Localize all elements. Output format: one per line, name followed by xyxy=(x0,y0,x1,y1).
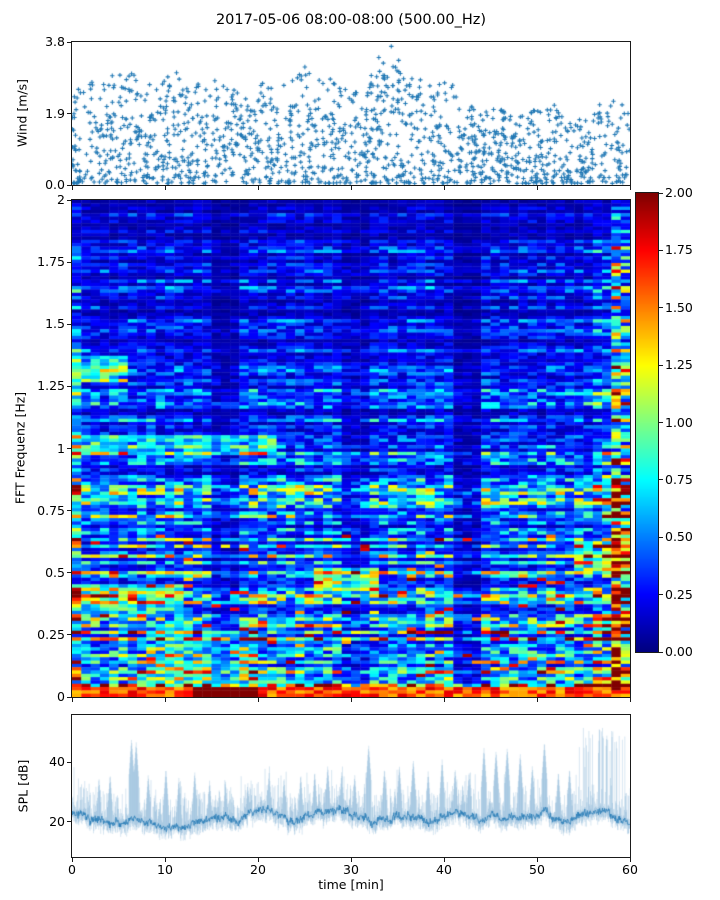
spl-line-canvas xyxy=(72,715,630,857)
wind-y-axis-label: Wind [m/s] xyxy=(14,78,30,148)
spl-xtick xyxy=(257,858,259,862)
colorbar-tick-mark xyxy=(659,536,663,538)
wind-ytick-mark xyxy=(67,184,71,186)
colorbar-tick-mark xyxy=(659,192,663,194)
colorbar-tick-label: 2.00 xyxy=(665,184,693,200)
spec-ytick-label: 2 xyxy=(57,191,65,207)
wind-xtick xyxy=(257,186,259,190)
spl-xtick xyxy=(443,858,445,862)
spec-xtick xyxy=(164,698,166,702)
spec-ytick-label: 1 xyxy=(57,440,65,456)
spec-ytick-mark xyxy=(67,323,71,325)
spl-xtick xyxy=(629,858,631,862)
colorbar-tick-label: 1.25 xyxy=(665,356,693,372)
spec-ytick-label: 0.5 xyxy=(45,564,65,580)
xtick-label: 10 xyxy=(157,862,173,877)
spectrogram-panel xyxy=(71,199,631,698)
spl-ytick-label: 20 xyxy=(49,813,65,829)
colorbar-tick-label: 0.50 xyxy=(665,529,693,544)
wind-ytick-label: 3.8 xyxy=(45,33,65,49)
spec-xtick xyxy=(629,698,631,702)
spl-ytick-label: 40 xyxy=(49,754,65,770)
wind-xtick xyxy=(443,186,445,190)
spec-ytick-mark xyxy=(67,634,71,636)
spectrogram-heatmap-canvas xyxy=(72,200,630,697)
figure-title: 2017-05-06 08:00-08:00 (500.00_Hz) xyxy=(215,12,487,28)
xtick-label: 30 xyxy=(343,862,359,877)
wind-xtick xyxy=(629,186,631,190)
fft-y-axis-label: FFT Frequenz [Hz] xyxy=(12,391,28,505)
spec-xtick xyxy=(71,698,73,702)
spec-ytick-label: 1.75 xyxy=(37,253,65,269)
xtick-label: 20 xyxy=(250,862,266,877)
spl-xtick xyxy=(536,858,538,862)
spec-xtick xyxy=(350,698,352,702)
xtick-label: 60 xyxy=(622,862,638,877)
wind-ytick-label: 0.0 xyxy=(45,176,65,192)
spl-y-axis-label: SPL [dB] xyxy=(15,759,31,813)
wind-xtick xyxy=(350,186,352,190)
spec-ytick-mark xyxy=(67,261,71,263)
colorbar-tick-mark xyxy=(659,651,663,653)
spec-ytick-label: 0 xyxy=(57,688,65,704)
x-axis-label: time [min] xyxy=(318,877,384,892)
colorbar-tick-label: 0.25 xyxy=(665,586,693,602)
spl-xtick xyxy=(350,858,352,862)
colorbar-tick-label: 0.75 xyxy=(665,471,693,487)
spec-ytick-mark xyxy=(67,696,71,698)
spl-panel xyxy=(71,714,631,858)
colorbar-tick-label: 1.50 xyxy=(665,299,693,315)
spec-ytick-label: 0.25 xyxy=(37,626,65,642)
wind-xtick xyxy=(536,186,538,190)
colorbar-tick-mark xyxy=(659,479,663,481)
wind-scatter-canvas xyxy=(72,42,630,185)
spl-ytick-mark xyxy=(67,761,71,763)
spec-ytick-mark xyxy=(67,572,71,574)
wind-xtick xyxy=(164,186,166,190)
spec-ytick-label: 1.5 xyxy=(45,316,65,331)
xtick-label: 0 xyxy=(68,862,76,877)
colorbar-canvas xyxy=(636,193,658,652)
spec-ytick-mark xyxy=(67,199,71,201)
colorbar-tick-mark xyxy=(659,249,663,251)
spec-xtick xyxy=(257,698,259,702)
colorbar-tick-mark xyxy=(659,307,663,309)
spec-ytick-mark xyxy=(67,510,71,512)
colorbar-tick-mark xyxy=(659,422,663,423)
colorbar-tick-label: 1.00 xyxy=(665,414,693,430)
colorbar-tick-mark xyxy=(659,594,663,596)
wind-ytick-mark xyxy=(67,41,71,43)
spec-xtick xyxy=(536,698,538,702)
spec-ytick-mark xyxy=(67,448,71,449)
xtick-label: 50 xyxy=(529,862,545,877)
spec-ytick-label: 0.75 xyxy=(37,502,65,518)
wind-panel xyxy=(71,41,631,186)
spl-ytick-mark xyxy=(67,821,71,822)
wind-ytick-mark xyxy=(67,113,71,114)
xtick-label: 40 xyxy=(436,862,452,877)
wind-xtick xyxy=(71,186,73,190)
colorbar-tick-label: 1.75 xyxy=(665,242,693,258)
spec-xtick xyxy=(443,698,445,702)
colorbar-tick-mark xyxy=(659,364,663,366)
spec-ytick-mark xyxy=(67,385,71,387)
colorbar xyxy=(635,192,659,653)
colorbar-tick-label: 0.00 xyxy=(665,643,693,659)
spl-xtick xyxy=(164,858,166,862)
spl-xtick xyxy=(71,858,73,862)
spec-ytick-label: 1.25 xyxy=(37,378,65,394)
wind-ytick-label: 1.9 xyxy=(45,105,65,121)
